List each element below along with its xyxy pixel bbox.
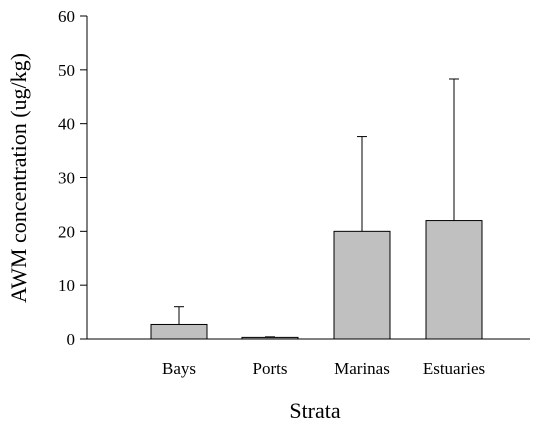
y-axis-title: AWM concentration (ug/kg) [6, 53, 31, 303]
x-tick-label-ports: Ports [253, 359, 288, 378]
bar-estuaries [425, 220, 483, 340]
y-tick-label: 0 [67, 330, 76, 349]
x-axis-title: Strata [289, 398, 341, 423]
y-ticks-layer: 0 10 20 30 40 50 60 [58, 7, 87, 349]
bars-layer [150, 220, 483, 340]
bar-bays [150, 323, 208, 340]
x-tick-label-bays: Bays [162, 359, 196, 378]
error-bars-layer [174, 78, 459, 338]
y-tick-label: 20 [58, 222, 75, 241]
y-tick-label: 60 [58, 7, 75, 26]
x-tick-label-marinas: Marinas [334, 359, 390, 378]
y-tick-label: 50 [58, 61, 75, 80]
x-ticks-layer: Bays Ports Marinas Estuaries [162, 359, 485, 378]
y-tick-label: 30 [58, 169, 75, 188]
bar-marinas [333, 230, 391, 340]
x-tick-label-estuaries: Estuaries [423, 359, 485, 378]
y-tick-label: 40 [58, 115, 75, 134]
y-tick-label: 10 [58, 276, 75, 295]
